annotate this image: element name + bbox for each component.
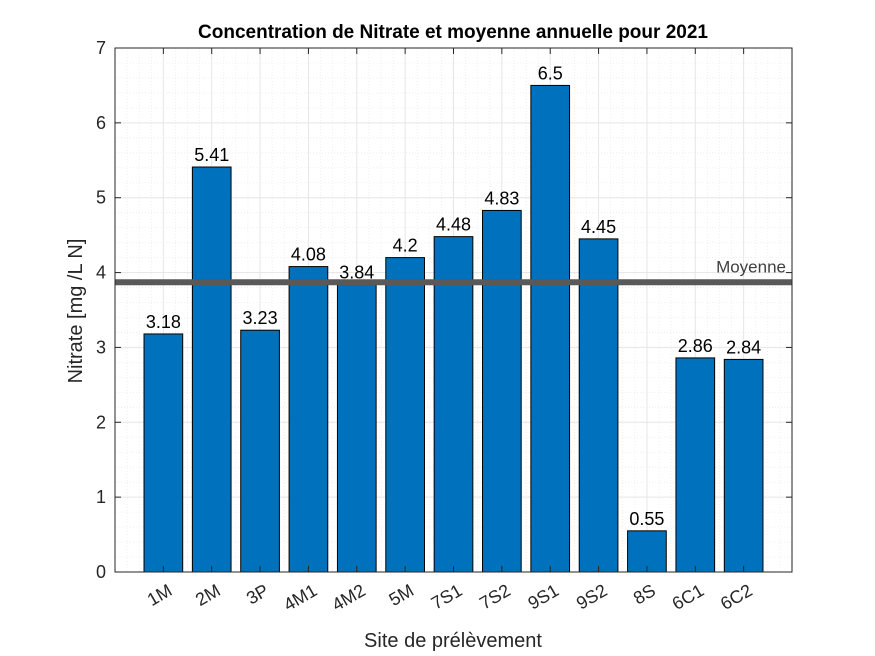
y-tick-label: 6 <box>96 113 106 133</box>
bar-3p <box>240 329 280 573</box>
bar-8s <box>627 530 667 573</box>
data-label: 0.55 <box>629 509 664 529</box>
data-label: 3.84 <box>339 263 374 283</box>
bar-6c1 <box>675 357 716 573</box>
y-tick-label: 0 <box>96 562 106 582</box>
chart-title: Concentration de Nitrate et moyenne annu… <box>198 22 708 43</box>
mean-line-label: Moyenne <box>716 257 786 276</box>
bar-4m1 <box>288 266 329 573</box>
bar-6c2 <box>723 358 764 573</box>
data-label: 4.2 <box>393 236 418 256</box>
data-label: 5.41 <box>194 145 229 165</box>
data-label: 4.83 <box>484 188 519 208</box>
bar-7s1 <box>433 236 474 573</box>
data-label: 2.86 <box>678 336 713 356</box>
x-axis-title: Site de prélèvement <box>364 630 542 652</box>
bar-1m <box>143 333 184 573</box>
bar-7s2 <box>482 209 522 573</box>
y-tick-label: 4 <box>96 263 106 283</box>
bar-5m <box>385 257 425 573</box>
data-label: 4.08 <box>291 245 326 265</box>
y-tick-label: 7 <box>96 38 106 58</box>
y-tick-label: 3 <box>96 337 106 357</box>
bar-9s1 <box>530 84 571 573</box>
y-tick-label: 5 <box>96 188 106 208</box>
y-tick-label: 2 <box>96 412 106 432</box>
y-axis-title: Nitrate [mg /L N] <box>65 239 87 384</box>
data-label: 4.48 <box>436 215 471 235</box>
data-label: 2.84 <box>726 337 761 357</box>
y-tick-label: 1 <box>96 487 106 507</box>
data-label: 6.5 <box>538 63 563 83</box>
data-label: 4.45 <box>581 217 616 237</box>
data-label: 3.18 <box>146 312 181 332</box>
bar-9s2 <box>578 238 619 573</box>
data-label: 3.23 <box>243 308 278 328</box>
bar-2m <box>191 166 232 573</box>
bar-4m2 <box>336 284 377 573</box>
